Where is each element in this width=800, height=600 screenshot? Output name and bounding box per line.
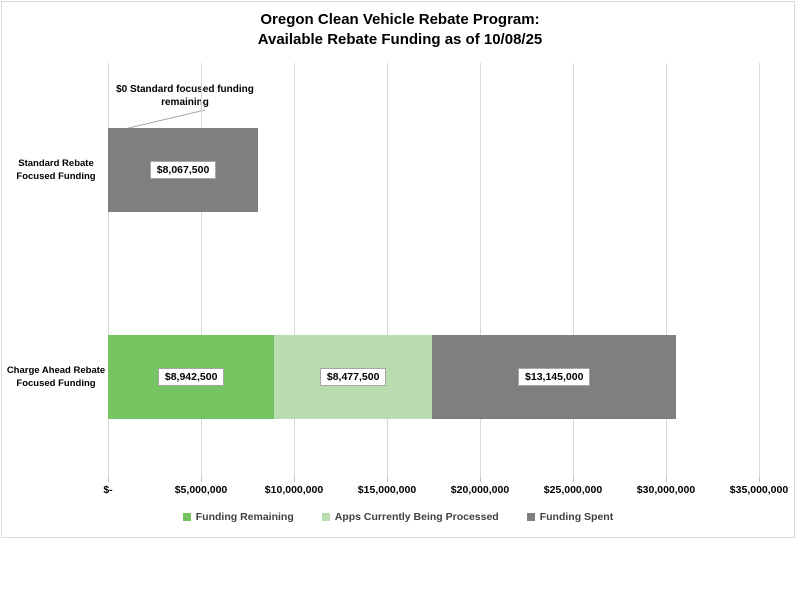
gridline	[201, 63, 202, 478]
value-axis-tick-label: $15,000,000	[357, 484, 417, 496]
value-axis-tick-label: $35,000,000	[729, 484, 789, 496]
legend-item: Funding Remaining	[182, 511, 294, 523]
chart-border	[1, 1, 795, 538]
gridline	[108, 63, 109, 478]
legend-label: Apps Currently Being Processed	[334, 511, 499, 523]
bar-segment: $8,477,500	[274, 335, 432, 420]
value-axis-tick-label: $30,000,000	[636, 484, 696, 496]
axis-tick	[201, 478, 202, 482]
bar-row: $8,942,500 $8,477,500 $13,145,000	[108, 335, 677, 420]
axis-tick	[480, 478, 481, 482]
axis-tick	[387, 478, 388, 482]
legend-label: Funding Spent	[539, 511, 614, 523]
axis-tick	[759, 478, 760, 482]
legend-swatch-icon	[321, 513, 330, 521]
legend-item: Funding Spent	[526, 511, 614, 523]
value-axis-tick-label: $-	[103, 484, 113, 496]
legend-item: Apps Currently Being Processed	[321, 511, 499, 523]
data-label: $8,477,500	[319, 368, 387, 387]
legend-label: Funding Remaining	[195, 511, 294, 523]
plot-area: $8,067,500 $8,942,500 $8,477,500 $13,145,00…	[108, 63, 760, 482]
bar-segment: $8,067,500	[108, 127, 259, 212]
value-axis-tick-label: $5,000,000	[174, 484, 228, 496]
axis-tick	[666, 478, 667, 482]
legend: Funding Remaining Apps Currently Being Pr…	[0, 511, 796, 523]
gridline	[759, 63, 760, 478]
bar-segment: $13,145,000	[432, 335, 677, 420]
gridline	[573, 63, 574, 478]
category-axis-tick-label: Charge Ahead Rebate Focused Funding	[6, 365, 106, 390]
value-axis-tick-label: $10,000,000	[264, 484, 324, 496]
gridline	[480, 63, 481, 478]
axis-tick	[573, 478, 574, 482]
axis-tick	[108, 478, 109, 482]
legend-swatch-icon	[182, 513, 191, 521]
category-axis-tick-label: Standard Rebate Focused Funding	[16, 157, 96, 182]
data-label: $8,942,500	[157, 368, 225, 387]
legend-swatch-icon	[526, 513, 535, 521]
data-label: $8,067,500	[149, 160, 217, 179]
gridline	[387, 63, 388, 478]
chart-title: Oregon Clean Vehicle Rebate Program: Ava…	[257, 11, 543, 48]
annotation-text: $0 Standard focused funding remaining	[116, 84, 254, 108]
annotation-leader-line	[115, 109, 206, 132]
gridline	[294, 63, 295, 478]
value-axis-tick-label: $25,000,000	[543, 484, 603, 496]
axis-tick	[294, 478, 295, 482]
gridline	[666, 63, 667, 478]
bar-segment: $8,942,500	[108, 335, 275, 420]
value-axis-tick-label: $20,000,000	[450, 484, 510, 496]
data-label: $13,145,000	[518, 368, 591, 387]
bar-row: $8,067,500	[108, 127, 259, 212]
